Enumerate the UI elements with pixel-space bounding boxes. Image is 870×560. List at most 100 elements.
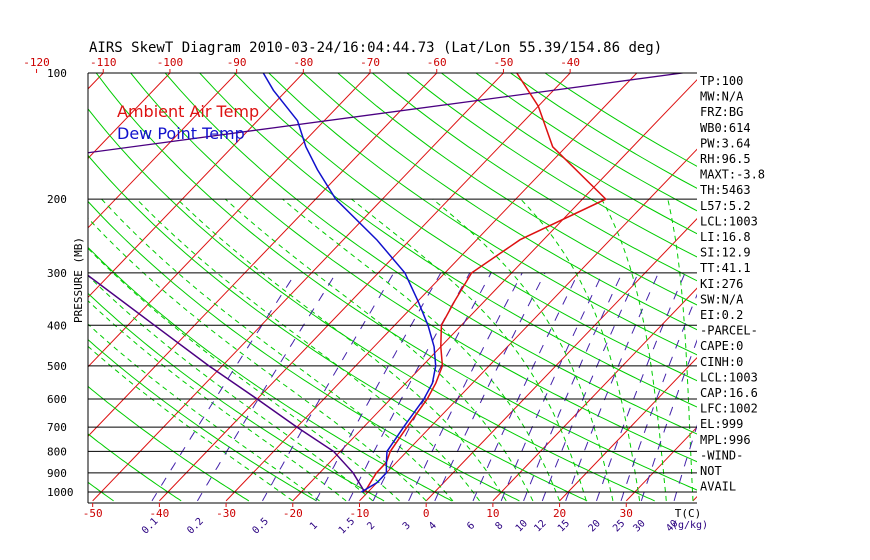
mixing-ratio-line bbox=[596, 272, 686, 502]
dry-adiabat-line bbox=[88, 338, 317, 502]
mixing-ratio-line bbox=[262, 272, 395, 502]
mixing-ratio-line bbox=[372, 272, 492, 502]
dry-adiabat-line bbox=[302, 73, 697, 331]
top-temp-tick-label: -70 bbox=[360, 56, 380, 69]
bottom-temp-unit: T(C) bbox=[675, 507, 702, 520]
index-entry: -PARCEL- bbox=[700, 324, 758, 338]
dry-adiabat-line bbox=[164, 73, 697, 435]
mixing-ratio-line bbox=[620, 293, 697, 502]
dry-adiabat-line bbox=[441, 73, 697, 235]
moist-adiabat-line bbox=[88, 217, 427, 502]
mixing-ratio-line bbox=[348, 272, 471, 502]
mixing-ratio-line bbox=[408, 272, 523, 502]
top-temp-tick-label: -110 bbox=[90, 56, 117, 69]
mixing-ratio-line bbox=[472, 272, 579, 502]
index-entry: L57:5.2 bbox=[700, 199, 751, 213]
ambient-air-temp-line bbox=[364, 73, 608, 493]
index-entry: KI:276 bbox=[700, 277, 743, 291]
mixing-ratio-tick-label: 20 bbox=[587, 518, 603, 534]
diagram-grid bbox=[0, 64, 870, 502]
dry-adiabat-line bbox=[337, 73, 697, 306]
dry-adiabat-line bbox=[88, 481, 114, 502]
y-axis-label: PRESSURE (MB) bbox=[72, 237, 85, 323]
mixing-ratio-line bbox=[640, 339, 697, 502]
bottom-temp-tick-label: -20 bbox=[283, 507, 303, 520]
pressure-tick-label: 300 bbox=[47, 267, 67, 280]
mixing-ratio-tick-label: 15 bbox=[556, 518, 572, 534]
dry-adiabat-line bbox=[88, 433, 182, 502]
pressure-tick-label: 500 bbox=[47, 360, 67, 373]
mixing-ratio-line bbox=[500, 272, 604, 502]
top-temp-tick-label: -120 bbox=[23, 56, 50, 69]
top-temp-tick-label: -90 bbox=[227, 56, 247, 69]
dew-point-temp-line bbox=[262, 73, 437, 493]
chart-title: AIRS SkewT Diagram 2010-03-24/16:04:44.7… bbox=[89, 40, 662, 56]
top-temp-tick-label: -60 bbox=[427, 56, 447, 69]
index-entry: TP:100 bbox=[700, 74, 743, 88]
index-entry: MPL:996 bbox=[700, 433, 751, 447]
dry-adiabat-line bbox=[130, 73, 697, 463]
legend: Ambient Air Temp Dew Point Temp bbox=[117, 102, 259, 143]
moist-adiabat-line bbox=[224, 198, 534, 502]
top-temp-tick-label: -80 bbox=[293, 56, 313, 69]
pressure-tick-label: 900 bbox=[47, 467, 67, 480]
pressure-tick-label: 100 bbox=[47, 67, 67, 80]
mixing-ratio-line bbox=[673, 424, 697, 502]
index-entry: SI:12.9 bbox=[700, 246, 751, 260]
isotherm-line bbox=[88, 73, 438, 437]
index-entry: -WIND- bbox=[700, 448, 743, 462]
bottom-temp-tick-label: 10 bbox=[486, 507, 499, 520]
bottom-temp-tick-label: -10 bbox=[350, 507, 370, 520]
moist-adiabat-line bbox=[667, 198, 694, 501]
moist-adiabat-line bbox=[88, 345, 294, 502]
dry-adiabat-line bbox=[95, 73, 697, 491]
moist-adiabat-line bbox=[176, 198, 507, 502]
mixing-ratio-tick-label: 8 bbox=[493, 520, 505, 532]
dry-adiabat-line bbox=[88, 385, 250, 502]
isotherm-line bbox=[159, 73, 571, 502]
mixing-ratio-line bbox=[541, 272, 639, 502]
bottom-temp-tick-label: 30 bbox=[620, 507, 633, 520]
dry-adiabat-line bbox=[233, 73, 697, 382]
top-temp-tick-label: -40 bbox=[560, 56, 580, 69]
moist-adiabat-line bbox=[88, 247, 400, 502]
index-entry: MAXT:-3.8 bbox=[700, 168, 765, 182]
isotherm-line bbox=[425, 218, 697, 502]
index-entry: LCL:1003 bbox=[700, 370, 758, 384]
dry-adiabat-line bbox=[88, 200, 520, 502]
index-entry: TH:5463 bbox=[700, 183, 751, 197]
moist-adiabat-line bbox=[88, 274, 374, 502]
moist-adiabat-line bbox=[351, 198, 587, 502]
bottom-temp-tick-label: -30 bbox=[216, 507, 236, 520]
legend-ambient-air-temp: Ambient Air Temp bbox=[117, 102, 259, 121]
index-entry: WB0:614 bbox=[700, 121, 751, 135]
mixing-ratio-line bbox=[565, 272, 659, 502]
mixing-ratio-tick-label: 0.5 bbox=[250, 516, 271, 537]
moist-adiabat-line bbox=[432, 198, 614, 502]
pressure-tick-label: 400 bbox=[47, 319, 67, 332]
index-entry: EI:0.2 bbox=[700, 308, 743, 322]
index-entry: NOT bbox=[700, 464, 722, 478]
mixing-ratio-tick-label: 6 bbox=[465, 520, 477, 532]
moist-adiabat-line bbox=[282, 198, 561, 502]
dry-adiabat-line bbox=[88, 246, 453, 502]
index-entry: EL:999 bbox=[700, 417, 743, 431]
mixing-ratio-tick-label: 30 bbox=[631, 518, 647, 534]
dry-adiabat-line bbox=[268, 73, 697, 356]
mixing-ratio-tick-label: 4 bbox=[427, 520, 439, 532]
index-entry: CAPE:0 bbox=[700, 339, 743, 353]
bottom-temp-tick-label: -40 bbox=[149, 507, 169, 520]
mixing-ratio-line bbox=[196, 272, 337, 502]
isotherm-line bbox=[0, 64, 46, 501]
index-entry: CINH:0 bbox=[700, 355, 743, 369]
dry-adiabat-line bbox=[88, 108, 655, 502]
mixing-ratio-tick-label: 1 bbox=[308, 520, 320, 532]
mixing-ratio-tick-label: 3 bbox=[401, 520, 413, 532]
index-entry: FRZ:BG bbox=[700, 105, 743, 119]
mixing-ratio-tick-label: 2 bbox=[365, 520, 377, 532]
isotherm-line bbox=[225, 73, 638, 502]
index-entry: PW:3.64 bbox=[700, 136, 751, 150]
isotherm-line bbox=[760, 64, 870, 501]
index-entry: LI:16.8 bbox=[700, 230, 751, 244]
